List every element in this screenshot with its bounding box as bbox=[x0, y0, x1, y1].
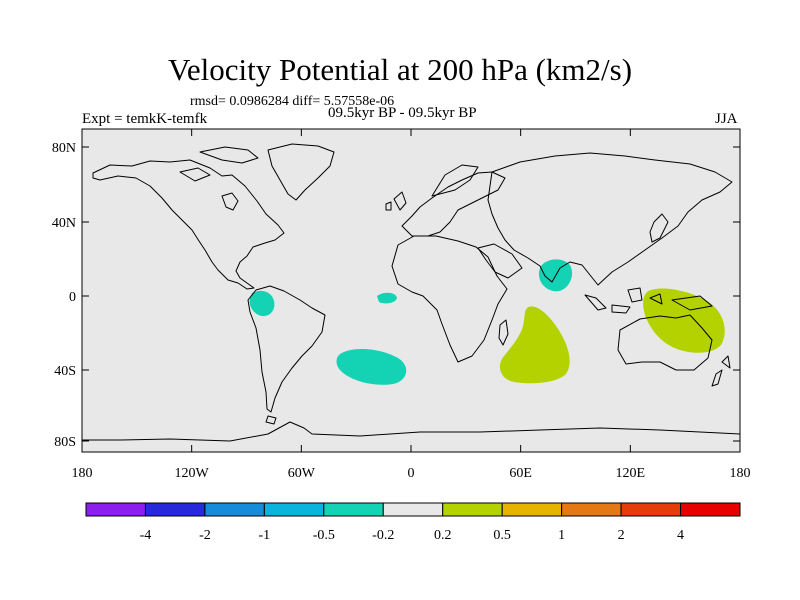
latitude-axis: 80N 40N 0 40S 80S bbox=[52, 141, 740, 450]
lon-tick-label: 60E bbox=[509, 466, 532, 481]
coastline-north-america bbox=[92, 159, 285, 290]
coastline-australia bbox=[617, 314, 713, 371]
experiment-label: Expt = temkK-temfk bbox=[82, 111, 208, 127]
colorbar-label: 4 bbox=[677, 528, 684, 543]
period-label: 09.5kyr BP - 09.5kyr BP bbox=[328, 105, 477, 121]
anomaly-region-south-indian-ocean bbox=[499, 306, 570, 384]
lat-tick-label: 80S bbox=[54, 435, 76, 450]
colorbar-swatch bbox=[561, 502, 622, 517]
stats-label: rmsd= 0.0986284 diff= 5.57558e-06 bbox=[190, 94, 395, 109]
colorbar-swatch bbox=[85, 502, 146, 517]
coastline-greenland bbox=[267, 143, 335, 201]
coastline-asia bbox=[487, 152, 733, 286]
colorbar-swatch bbox=[442, 502, 503, 517]
colorbar-swatch bbox=[144, 502, 206, 517]
lon-tick-label: 180 bbox=[730, 466, 751, 481]
lat-tick-label: 40S bbox=[54, 364, 76, 379]
colorbar-label: 0.2 bbox=[434, 528, 452, 543]
lat-tick-label: 80N bbox=[52, 141, 76, 156]
lon-tick-label: 120W bbox=[175, 466, 210, 481]
colorbar-swatch bbox=[263, 502, 325, 517]
colorbar-swatch bbox=[323, 502, 384, 517]
coastline-british-isles bbox=[385, 191, 407, 211]
colorbar-label: 1 bbox=[558, 528, 565, 543]
colorbar-label: -4 bbox=[140, 528, 152, 543]
lon-tick-label: 180 bbox=[72, 466, 93, 481]
plot-title: Velocity Potential at 200 hPa (km2/s) bbox=[167, 52, 633, 87]
coastline-new-zealand bbox=[711, 355, 731, 387]
coastline-south-america bbox=[247, 285, 326, 413]
lon-tick-label: 60W bbox=[288, 466, 316, 481]
colorbar: -4 -2 -1 -0.5 -0.2 0.2 0.5 1 2 4 bbox=[85, 502, 741, 543]
anomaly-region-peru-coast bbox=[249, 290, 275, 317]
coastline-madagascar bbox=[498, 319, 509, 346]
colorbar-label: -2 bbox=[199, 528, 211, 543]
anomaly-region-south-atlantic bbox=[336, 348, 407, 385]
lon-tick-label: 0 bbox=[408, 466, 415, 481]
coastline-africa bbox=[391, 235, 508, 363]
colorbar-label: 2 bbox=[618, 528, 625, 543]
colorbar-swatch bbox=[620, 502, 682, 517]
coastlines bbox=[82, 143, 740, 442]
colorbar-label: -1 bbox=[259, 528, 271, 543]
colorbar-swatch bbox=[382, 502, 444, 517]
anomaly-region-australia-maritime bbox=[643, 288, 725, 353]
anomaly-region-equatorial-atlantic bbox=[377, 292, 397, 304]
longitude-axis: 180 120W 60W 0 60E 120E 180 bbox=[72, 129, 751, 481]
colorbar-label: -0.5 bbox=[313, 528, 335, 543]
colorbar-swatch bbox=[501, 502, 563, 517]
colorbar-swatch bbox=[204, 502, 265, 517]
coastline-hudson-bay bbox=[221, 192, 239, 211]
coastline-indonesia bbox=[584, 287, 713, 314]
lat-tick-label: 0 bbox=[69, 290, 76, 305]
map-background bbox=[82, 129, 740, 452]
coastline-antarctica bbox=[82, 421, 740, 442]
season-label: JJA bbox=[715, 111, 738, 127]
lat-tick-label: 40N bbox=[52, 216, 76, 231]
coastline-scandinavia bbox=[431, 164, 479, 197]
colorbar-label: 0.5 bbox=[493, 528, 511, 543]
coastline-japan bbox=[649, 213, 669, 243]
lon-tick-label: 120E bbox=[616, 466, 646, 481]
colorbar-swatch bbox=[680, 502, 741, 517]
colorbar-label: -0.2 bbox=[372, 528, 394, 543]
coastline-arctic-islands bbox=[179, 146, 259, 182]
coastline-arabia bbox=[477, 243, 523, 279]
coastline-europe bbox=[401, 171, 506, 237]
coastline-tierra-del-fuego bbox=[265, 415, 277, 425]
